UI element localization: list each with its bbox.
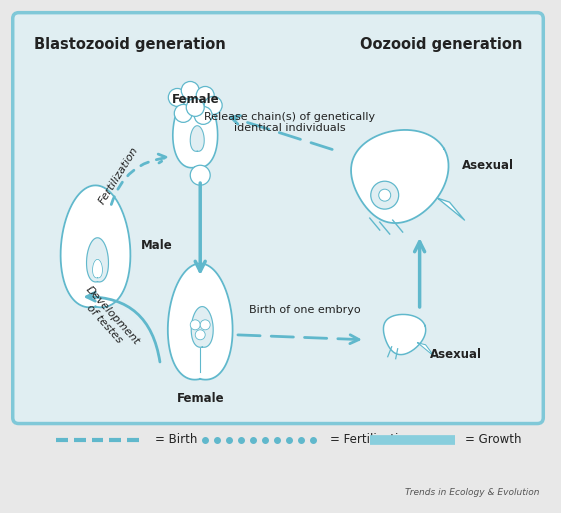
Circle shape xyxy=(196,87,214,105)
Polygon shape xyxy=(383,314,426,354)
Text: Birth of one embryo: Birth of one embryo xyxy=(249,305,361,315)
Circle shape xyxy=(181,82,199,100)
Text: = Growth: = Growth xyxy=(465,433,521,446)
Text: Blastozooid generation: Blastozooid generation xyxy=(34,36,226,52)
Circle shape xyxy=(200,320,210,330)
Text: Oozooid generation: Oozooid generation xyxy=(360,36,522,52)
Polygon shape xyxy=(93,260,103,278)
Circle shape xyxy=(190,165,210,185)
Circle shape xyxy=(195,330,205,340)
Text: Trends in Ecology & Evolution: Trends in Ecology & Evolution xyxy=(405,488,539,497)
Polygon shape xyxy=(191,307,213,347)
Text: Female: Female xyxy=(172,93,219,106)
Polygon shape xyxy=(173,92,218,168)
Polygon shape xyxy=(86,238,108,282)
Text: Release chain(s) of genetically
identical individuals: Release chain(s) of genetically identica… xyxy=(204,111,375,133)
Text: Male: Male xyxy=(140,239,172,251)
Circle shape xyxy=(168,88,186,106)
Polygon shape xyxy=(351,130,449,223)
Text: = Birth: = Birth xyxy=(155,433,197,446)
Text: Development
of testes: Development of testes xyxy=(75,285,141,355)
Text: = Fertilization: = Fertilization xyxy=(330,433,413,446)
Text: Female: Female xyxy=(176,391,224,405)
Text: Asexual: Asexual xyxy=(430,348,481,361)
Circle shape xyxy=(194,106,212,124)
Polygon shape xyxy=(438,198,465,220)
Polygon shape xyxy=(168,264,233,380)
FancyBboxPatch shape xyxy=(13,13,543,424)
Circle shape xyxy=(379,189,390,201)
Circle shape xyxy=(174,105,192,123)
Circle shape xyxy=(371,181,399,209)
Circle shape xyxy=(186,98,204,116)
Circle shape xyxy=(204,96,222,114)
Text: Fertilization: Fertilization xyxy=(97,145,140,206)
Polygon shape xyxy=(190,126,204,151)
Polygon shape xyxy=(417,343,435,357)
Polygon shape xyxy=(61,185,130,307)
Text: Asexual: Asexual xyxy=(462,159,513,172)
Circle shape xyxy=(190,320,200,330)
